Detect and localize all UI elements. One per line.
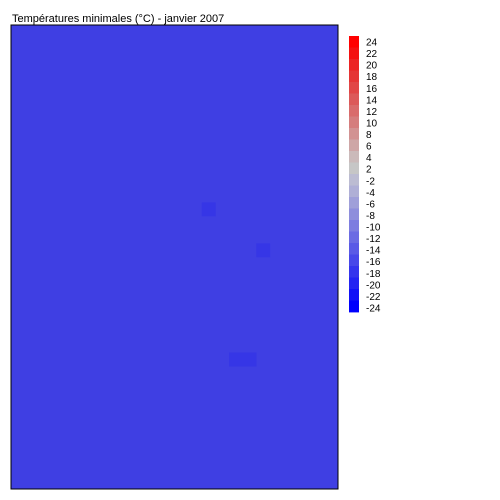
heatmap-cell xyxy=(243,353,257,367)
colorbar-tick-label: 24 xyxy=(366,38,378,49)
colorbar-segment xyxy=(349,71,359,83)
heatmap-cell xyxy=(229,353,243,367)
colorbar-tick-label: -22 xyxy=(366,292,381,303)
colorbar-tick-label: 22 xyxy=(366,49,378,60)
colorbar-segment xyxy=(349,128,359,140)
colorbar-tick-label: 14 xyxy=(366,95,378,106)
colorbar-tick-label: 4 xyxy=(366,153,372,164)
colorbar-segment xyxy=(349,59,359,71)
colorbar-tick-label: -4 xyxy=(366,188,375,199)
colorbar-tick-label: 6 xyxy=(366,142,372,153)
colorbar-tick-label: 18 xyxy=(366,72,378,83)
colorbar-segment xyxy=(349,266,359,278)
colorbar-tick-label: -6 xyxy=(366,199,375,210)
colorbar-segment xyxy=(349,301,359,313)
colorbar-segment xyxy=(349,151,359,163)
colorbar-segment xyxy=(349,209,359,221)
colorbar-segment xyxy=(349,289,359,301)
colorbar-segment xyxy=(349,278,359,290)
heatmap-cell xyxy=(256,243,270,257)
colorbar-segment xyxy=(349,48,359,60)
colorbar-segment xyxy=(349,36,359,48)
colorbar: 24222018161412108642-2-4-6-8-10-12-14-16… xyxy=(349,36,381,315)
colorbar-tick-label: -10 xyxy=(366,223,381,234)
colorbar-segment xyxy=(349,197,359,209)
colorbar-segment xyxy=(349,117,359,129)
colorbar-tick-label: 20 xyxy=(366,61,378,72)
colorbar-tick-label: 10 xyxy=(366,118,378,129)
colorbar-tick-label: -12 xyxy=(366,234,381,245)
colorbar-tick-label: -20 xyxy=(366,280,381,291)
chart-title: Températures minimales (°C) - janvier 20… xyxy=(12,13,224,25)
colorbar-tick-label: -24 xyxy=(366,304,381,315)
colorbar-segment xyxy=(349,174,359,186)
colorbar-segment xyxy=(349,243,359,255)
colorbar-segment xyxy=(349,232,359,244)
colorbar-tick-label: 2 xyxy=(366,165,372,176)
colorbar-tick-label: -2 xyxy=(366,176,375,187)
colorbar-tick-label: 16 xyxy=(366,84,378,95)
colorbar-tick-label: -8 xyxy=(366,211,375,222)
colorbar-tick-label: -18 xyxy=(366,269,381,280)
colorbar-segment xyxy=(349,140,359,152)
colorbar-segment xyxy=(349,220,359,232)
colorbar-segment xyxy=(349,105,359,117)
colorbar-tick-label: -14 xyxy=(366,246,381,257)
colorbar-segment xyxy=(349,82,359,94)
map-background xyxy=(11,25,338,489)
colorbar-segment xyxy=(349,186,359,198)
colorbar-tick-label: 8 xyxy=(366,130,372,141)
colorbar-segment xyxy=(349,255,359,267)
heatmap-cell xyxy=(202,202,216,216)
map-area xyxy=(11,25,338,489)
colorbar-segment xyxy=(349,163,359,175)
colorbar-tick-label: 12 xyxy=(366,107,378,118)
colorbar-tick-label: -16 xyxy=(366,257,381,268)
colorbar-segment xyxy=(349,94,359,106)
